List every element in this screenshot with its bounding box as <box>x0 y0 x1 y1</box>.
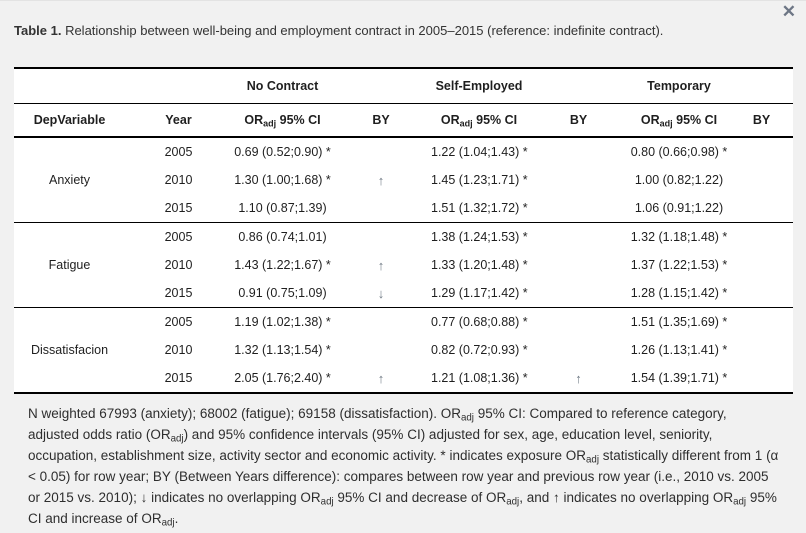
column-header-row: DepVariable Year ORadj 95% CI BY ORadj 9… <box>14 103 793 138</box>
table-title-prefix: Table 1. <box>14 23 62 38</box>
group-header-spacer <box>333 68 429 104</box>
or-cell: 1.26 (1.13;1.41) * <box>630 343 728 357</box>
or-cell: 0.82 (0.72;0.93) * <box>431 343 528 357</box>
by-cell <box>529 336 628 364</box>
by-cell <box>730 223 793 252</box>
or-cell: 1.51 (1.32;1.72) * <box>429 194 529 223</box>
or-cell: 2.05 (1.76;2.40) * <box>234 371 331 385</box>
or-cell: 1.30 (1.00;1.68) * <box>234 173 331 187</box>
col-header-by-tm: BY <box>730 103 793 138</box>
year-cell: 2015 <box>125 194 232 223</box>
by-cell <box>333 336 429 364</box>
year-cell: 2015 <box>164 371 193 385</box>
year-cell: 2005 <box>164 230 193 244</box>
by-cell <box>730 137 793 166</box>
by-cell <box>529 223 628 252</box>
table-row: Dissatisfacion 2005 1.19 (1.02;1.38) * 0… <box>14 307 793 394</box>
or-cell: 1.37 (1.22;1.53) * <box>630 258 728 272</box>
by-cell <box>333 194 429 223</box>
by-cell <box>333 137 429 166</box>
col-header-by-se: BY <box>529 103 628 138</box>
col-header-or-ci-nc: ORadj 95% CI <box>232 103 333 138</box>
group-header-spacer <box>730 68 793 104</box>
table-row: 2015 1.10 (0.87;1.39) 1.51 (1.32;1.72) *… <box>14 194 793 223</box>
by-cell: ↓ <box>333 279 429 308</box>
or-cell: 1.00 (0.82;1.22) <box>634 173 724 187</box>
or-cell: 1.54 (1.39;1.71) * <box>630 371 728 385</box>
close-icon[interactable]: ✕ <box>781 2 796 21</box>
by-cell <box>730 166 793 194</box>
or-cell: 0.86 (0.74;1.01) <box>238 230 327 244</box>
by-cell <box>529 251 628 279</box>
or-cell: 1.33 (1.20;1.48) * <box>431 258 528 272</box>
results-table: No Contract Self-Employed Temporary DepV… <box>14 67 793 394</box>
table-row: 2010 1.30 (1.00;1.68) * ↑ 1.45 (1.23;1.7… <box>14 166 793 194</box>
by-cell <box>333 223 429 252</box>
by-cell <box>730 194 793 223</box>
by-cell: ↑ <box>377 172 385 188</box>
table-title: Table 1. Relationship between well-being… <box>14 23 663 38</box>
or-cell: 0.91 (0.75;1.09) <box>232 279 333 308</box>
year-cell: 2005 <box>164 315 193 329</box>
table-row: Fatigue 2005 0.86 (0.74;1.01) 1.38 (1.24… <box>14 222 793 308</box>
table-row: 2010 1.43 (1.22;1.67) * ↑ 1.33 (1.20;1.4… <box>14 251 793 279</box>
table-row: 2015 0.91 (0.75;1.09) ↓ 1.29 (1.17;1.42)… <box>14 279 793 308</box>
group-header-self-employed: Self-Employed <box>429 68 529 104</box>
by-cell <box>529 166 628 194</box>
year-cell: 2010 <box>164 173 193 187</box>
group-header-row: No Contract Self-Employed Temporary <box>14 68 793 104</box>
by-cell <box>730 251 793 279</box>
or-cell: 1.51 (1.35;1.69) * <box>630 315 728 329</box>
group-header-no-contract: No Contract <box>232 68 333 104</box>
by-cell <box>730 364 793 393</box>
col-header-year: Year <box>125 103 232 138</box>
depvariable-cell-dissatisfacion: Dissatisfacion <box>14 307 125 394</box>
table-title-text: Relationship between well-being and empl… <box>61 23 664 38</box>
group-header-temporary: Temporary <box>628 68 730 104</box>
by-cell <box>529 279 628 308</box>
year-cell: 2010 <box>164 343 193 357</box>
col-header-depvariable: DepVariable <box>14 103 125 138</box>
col-header-or-ci-tm: ORadj 95% CI <box>628 103 730 138</box>
table-row: 2015 2.05 (1.76;2.40) * ↑ 1.21 (1.08;1.3… <box>14 364 793 393</box>
by-cell: ↑ <box>377 257 385 273</box>
or-cell: 1.43 (1.22;1.67) * <box>234 258 331 272</box>
group-header-spacer <box>14 68 232 104</box>
or-cell: 1.21 (1.08;1.36) * <box>431 371 528 385</box>
or-cell: 1.28 (1.15;1.42) * <box>628 279 730 308</box>
col-header-by-nc: BY <box>333 103 429 138</box>
by-cell <box>333 308 429 337</box>
table-row: 2010 1.32 (1.13;1.54) * 0.82 (0.72;0.93)… <box>14 336 793 364</box>
table-row: Anxiety 2005 0.69 (0.52;0.90) * 1.22 (1.… <box>14 137 793 223</box>
or-cell: 1.22 (1.04;1.43) * <box>431 145 528 159</box>
or-cell: 1.06 (0.91;1.22) <box>628 194 730 223</box>
or-cell: 0.77 (0.68;0.88) * <box>431 315 528 329</box>
by-cell: ↑ <box>377 370 385 386</box>
by-cell <box>730 308 793 337</box>
by-cell: ↑ <box>575 370 582 386</box>
by-cell <box>529 308 628 337</box>
by-cell <box>529 194 628 223</box>
table-footnote: N weighted 67993 (anxiety); 68002 (fatig… <box>28 406 779 529</box>
or-cell: 1.32 (1.13;1.54) * <box>234 343 331 357</box>
depvariable-cell-anxiety: Anxiety <box>14 137 125 223</box>
col-header-or-ci-se: ORadj 95% CI <box>429 103 529 138</box>
year-cell: 2010 <box>164 258 193 272</box>
or-cell: 1.32 (1.18;1.48) * <box>630 230 728 244</box>
year-cell: 2015 <box>125 279 232 308</box>
or-cell: 1.38 (1.24;1.53) * <box>431 230 528 244</box>
or-cell: 0.69 (0.52;0.90) * <box>234 145 331 159</box>
or-cell: 1.45 (1.23;1.71) * <box>431 173 528 187</box>
group-header-spacer <box>529 68 628 104</box>
or-cell: 1.29 (1.17;1.42) * <box>429 279 529 308</box>
or-cell: 1.10 (0.87;1.39) <box>232 194 333 223</box>
or-cell: 0.80 (0.66;0.98) * <box>630 145 728 159</box>
by-cell <box>730 279 793 308</box>
depvariable-cell-fatigue: Fatigue <box>14 222 125 308</box>
by-cell <box>730 336 793 364</box>
year-cell: 2005 <box>164 145 193 159</box>
by-cell <box>529 137 628 166</box>
or-cell: 1.19 (1.02;1.38) * <box>234 315 331 329</box>
